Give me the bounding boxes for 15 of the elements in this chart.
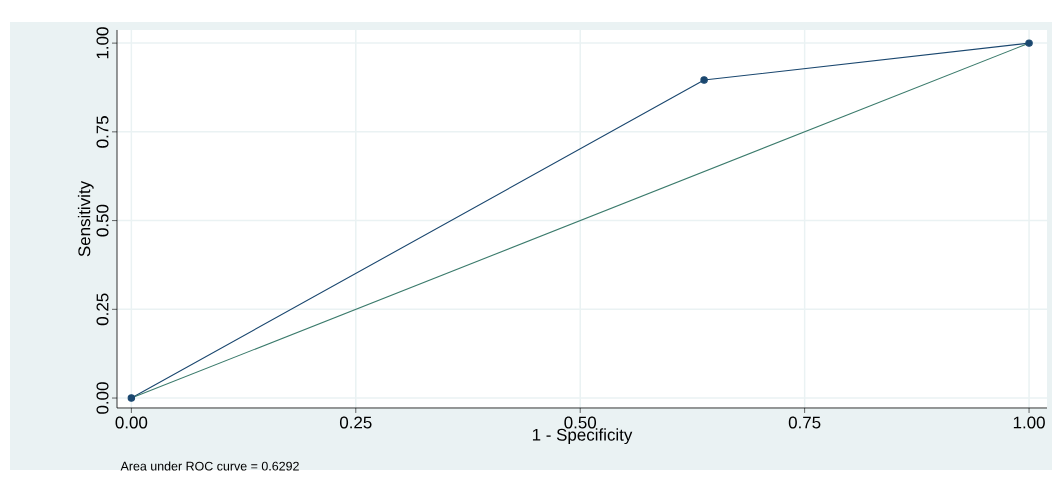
x-tick-label: 1.00: [1013, 416, 1045, 429]
x-tick-label: 0.50: [564, 416, 597, 429]
y-tick-label: 0.50: [96, 204, 109, 237]
x-tick-label: 0.00: [115, 416, 148, 429]
x-tick-label: 0.75: [788, 416, 821, 429]
y-axis-title: Sensitivity: [77, 180, 94, 257]
x-tick-label: 0.25: [339, 416, 372, 429]
point: [1025, 39, 1033, 47]
y-tick-label: 1.00: [96, 27, 109, 59]
y-tick-label: 0.75: [96, 116, 109, 148]
point: [700, 76, 708, 84]
x-axis-title: 1 - Specificity: [532, 428, 633, 445]
point: [127, 394, 136, 402]
text: Area under ROC curve = 0.6292: [120, 461, 299, 471]
y-tick-label: 0.25: [96, 293, 109, 326]
